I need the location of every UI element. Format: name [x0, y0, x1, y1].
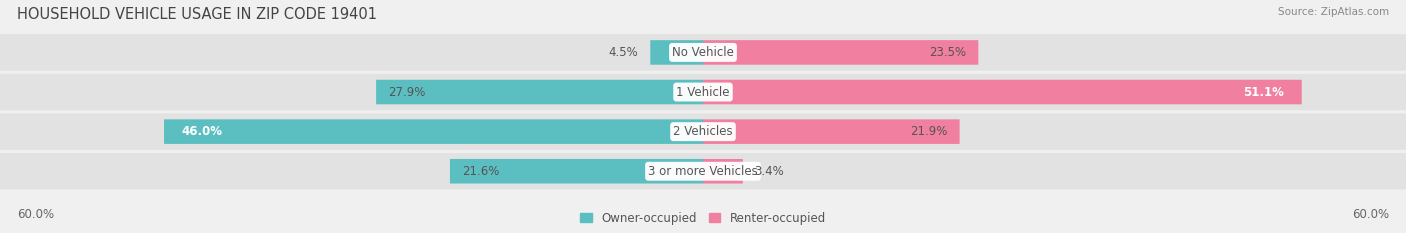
- Text: 3.4%: 3.4%: [755, 165, 785, 178]
- FancyBboxPatch shape: [650, 40, 703, 65]
- Text: 1 Vehicle: 1 Vehicle: [676, 86, 730, 99]
- Text: 4.5%: 4.5%: [609, 46, 638, 59]
- FancyBboxPatch shape: [377, 80, 703, 104]
- Text: 21.6%: 21.6%: [461, 165, 499, 178]
- Text: 2 Vehicles: 2 Vehicles: [673, 125, 733, 138]
- FancyBboxPatch shape: [165, 119, 703, 144]
- FancyBboxPatch shape: [0, 74, 1406, 110]
- FancyBboxPatch shape: [703, 119, 960, 144]
- Text: HOUSEHOLD VEHICLE USAGE IN ZIP CODE 19401: HOUSEHOLD VEHICLE USAGE IN ZIP CODE 1940…: [17, 7, 377, 22]
- Text: 51.1%: 51.1%: [1243, 86, 1284, 99]
- Text: 60.0%: 60.0%: [1353, 208, 1389, 221]
- Text: 27.9%: 27.9%: [388, 86, 425, 99]
- Text: Source: ZipAtlas.com: Source: ZipAtlas.com: [1278, 7, 1389, 17]
- FancyBboxPatch shape: [0, 153, 1406, 189]
- FancyBboxPatch shape: [703, 40, 979, 65]
- FancyBboxPatch shape: [703, 159, 742, 184]
- Text: 60.0%: 60.0%: [17, 208, 53, 221]
- FancyBboxPatch shape: [0, 34, 1406, 71]
- FancyBboxPatch shape: [450, 159, 703, 184]
- Text: 3 or more Vehicles: 3 or more Vehicles: [648, 165, 758, 178]
- Text: 23.5%: 23.5%: [929, 46, 967, 59]
- Text: No Vehicle: No Vehicle: [672, 46, 734, 59]
- Text: 46.0%: 46.0%: [181, 125, 222, 138]
- Legend: Owner-occupied, Renter-occupied: Owner-occupied, Renter-occupied: [579, 212, 827, 225]
- Text: 21.9%: 21.9%: [911, 125, 948, 138]
- FancyBboxPatch shape: [703, 80, 1302, 104]
- FancyBboxPatch shape: [0, 113, 1406, 150]
